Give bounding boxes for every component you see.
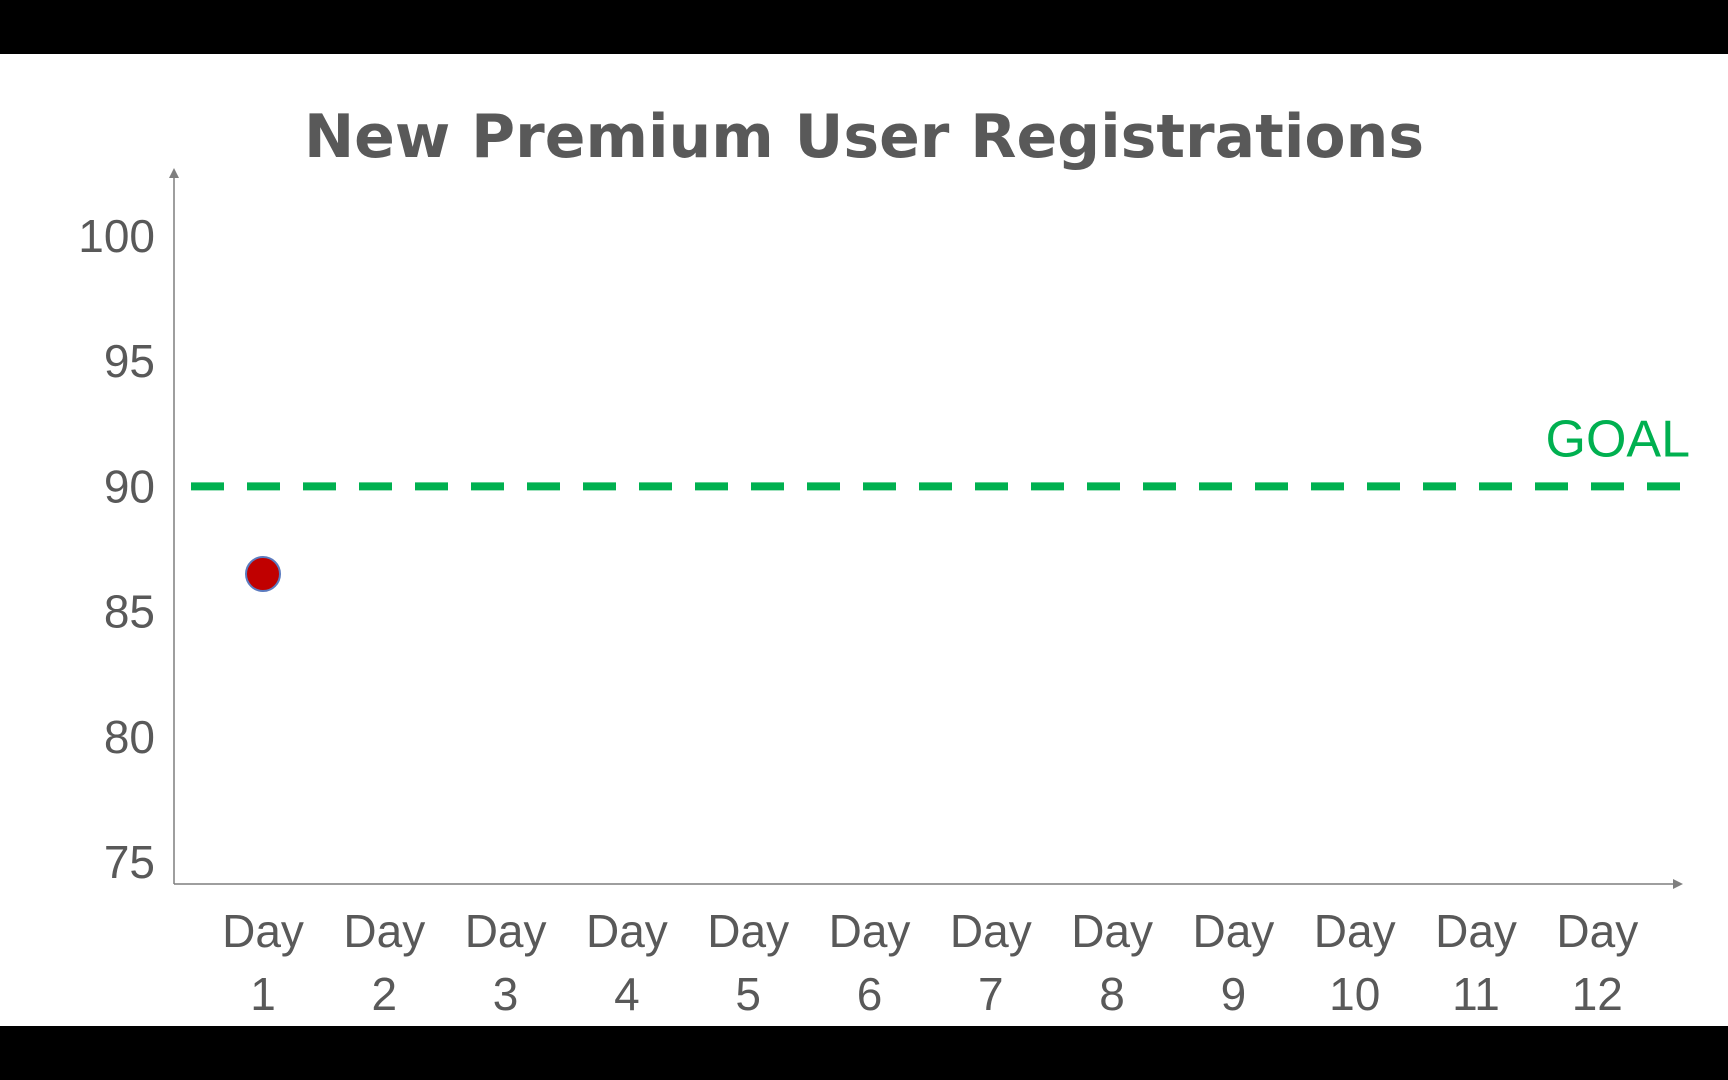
x-tick-label: 6 xyxy=(857,968,883,1020)
data-point xyxy=(245,556,281,593)
y-tick-label: 90 xyxy=(104,460,155,512)
x-tick-label: Day xyxy=(707,905,789,957)
x-tick-label: Day xyxy=(586,905,668,957)
x-axis-arrow-icon xyxy=(1673,879,1683,889)
y-tick-label: 85 xyxy=(104,586,155,638)
x-tick-label: 2 xyxy=(372,968,398,1020)
y-axis-arrow-icon xyxy=(169,168,179,178)
x-tick-label: 1 xyxy=(250,968,276,1020)
x-tick-label: 4 xyxy=(614,968,640,1020)
x-tick-label: Day xyxy=(465,905,547,957)
x-tick-label: 12 xyxy=(1572,968,1623,1020)
x-tick-label: 7 xyxy=(978,968,1004,1020)
y-tick-label: 75 xyxy=(104,836,155,888)
x-tick-label: Day xyxy=(1556,905,1638,957)
chart-title: New Premium User Registrations xyxy=(303,102,1425,172)
x-tick-label: Day xyxy=(222,905,304,957)
x-tick-label: 5 xyxy=(735,968,761,1020)
x-tick-label: 11 xyxy=(1452,968,1500,1020)
x-tick-label: 3 xyxy=(493,968,519,1020)
x-tick-label: Day xyxy=(950,905,1032,957)
letterbox-top-bar xyxy=(0,0,1728,54)
x-tick-label: Day xyxy=(829,905,911,957)
x-tick-label: Day xyxy=(1435,905,1517,957)
letterbox-bottom-bar xyxy=(0,1026,1728,1080)
y-tick-label: 95 xyxy=(104,335,155,387)
x-tick-label: 9 xyxy=(1221,968,1247,1020)
x-tick-label: Day xyxy=(343,905,425,957)
x-tick-label: 10 xyxy=(1329,968,1380,1020)
scatter-chart: 75 80 85 90 95 100 Day 1 Day 2 Day 3 Day 4 Day 5 Day 6 Day… xyxy=(78,168,1691,1020)
y-tick-label: 100 xyxy=(78,210,155,262)
x-tick-label: 8 xyxy=(1099,968,1125,1020)
x-tick-label: Day xyxy=(1314,905,1396,957)
slide-canvas: New Premium User Registrations 75 80 85 90 9… xyxy=(0,54,1728,1026)
x-tick-label: Day xyxy=(1192,905,1274,957)
x-tick-label: Day xyxy=(1071,905,1153,957)
y-tick-label: 80 xyxy=(104,711,155,763)
goal-label: GOAL xyxy=(1546,410,1691,468)
